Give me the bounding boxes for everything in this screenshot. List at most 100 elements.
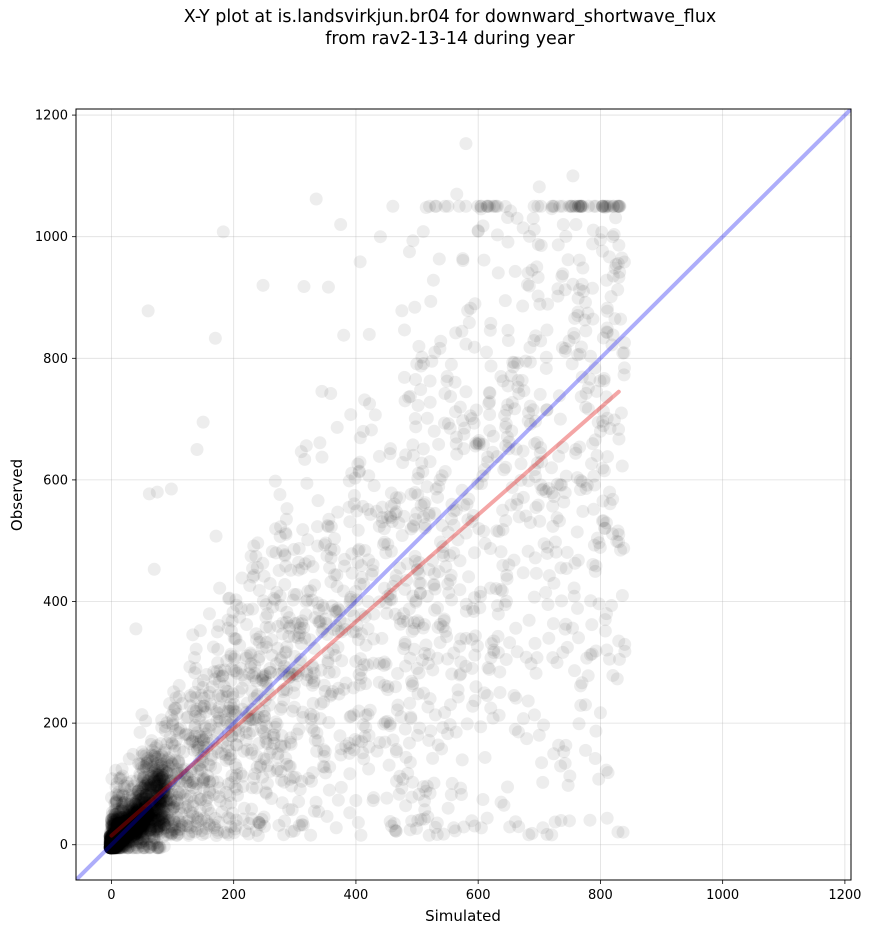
scatter-point (107, 832, 121, 846)
scatter-point (115, 798, 129, 812)
scatter-point (107, 839, 121, 853)
scatter-point (113, 826, 127, 840)
scatter-point (106, 832, 120, 846)
scatter-point (157, 774, 171, 788)
scatter-point (104, 841, 118, 855)
scatter-point (112, 836, 126, 850)
scatter-point (120, 833, 134, 847)
scatter-point (131, 815, 145, 829)
scatter-point (592, 536, 606, 550)
scatter-point (557, 495, 571, 509)
scatter-point (139, 792, 153, 806)
scatter-point (139, 799, 153, 813)
scatter-point (403, 696, 417, 710)
scatter-point (312, 603, 326, 617)
scatter-point (304, 707, 318, 721)
scatter-point (386, 199, 400, 213)
scatter-point (379, 657, 393, 671)
scatter-point (109, 788, 123, 802)
scatter-point (156, 825, 170, 839)
scatter-point (144, 808, 158, 822)
scatter-point (116, 826, 130, 840)
scatter-point (139, 803, 153, 817)
scatter-point (568, 199, 582, 213)
scatter-point (150, 787, 164, 801)
scatter-point (132, 797, 146, 811)
scatter-point (310, 726, 324, 740)
scatter-point (115, 817, 129, 831)
scatter-point (548, 815, 562, 829)
scatter-point (131, 823, 145, 837)
scatter-point (149, 792, 163, 806)
scatter-point (188, 666, 202, 680)
scatter-point (583, 813, 597, 827)
scatter-point (257, 752, 271, 766)
scatter-point (144, 789, 158, 803)
scatter-point (517, 384, 531, 398)
scatter-point (109, 831, 123, 845)
scatter-point (143, 781, 157, 795)
scatter-point (433, 635, 447, 649)
scatter-point (150, 841, 164, 855)
scatter-point (136, 831, 150, 845)
scatter-point (170, 707, 184, 721)
scatter-point (547, 747, 561, 761)
scatter-point (121, 831, 135, 845)
scatter-point (265, 648, 279, 662)
scatter-point (109, 830, 123, 844)
scatter-point (190, 702, 204, 716)
scatter-point (126, 815, 140, 829)
scatter-point (145, 800, 159, 814)
scatter-point (108, 839, 122, 853)
scatter-point (114, 834, 128, 848)
scatter-point (319, 766, 333, 780)
scatter-point (593, 424, 607, 438)
scatter-point (108, 828, 122, 842)
scatter-point (522, 406, 536, 420)
scatter-point (134, 819, 148, 833)
scatter-point (112, 827, 126, 841)
scatter-point (282, 630, 296, 644)
scatter-point (116, 800, 130, 814)
scatter-point (143, 823, 157, 837)
scatter-point (126, 816, 140, 830)
scatter-point (351, 816, 365, 830)
scatter-point (454, 667, 468, 681)
scatter-point (137, 816, 151, 830)
scatter-point (398, 635, 412, 649)
scatter-point (111, 829, 125, 843)
scatter-point (257, 710, 271, 724)
scatter-point (424, 724, 438, 738)
scatter-point (263, 621, 277, 635)
scatter-point (116, 839, 130, 853)
scatter-point (501, 210, 515, 224)
scatter-point (144, 801, 158, 815)
scatter-point (131, 841, 145, 855)
scatter-point (180, 771, 194, 785)
scatter-point (104, 819, 118, 833)
scatter-point (469, 436, 483, 450)
scatter-point (159, 794, 173, 808)
scatter-point (108, 830, 122, 844)
scatter-point (421, 657, 435, 671)
scatter-point (106, 839, 120, 853)
scatter-point (243, 578, 257, 592)
scatter-point (128, 797, 142, 811)
scatter-point (165, 756, 179, 770)
scatter-point (378, 678, 392, 692)
scatter-point (361, 503, 375, 517)
scatter-point (103, 834, 117, 848)
scatter-point (454, 788, 468, 802)
scatter-point (343, 595, 357, 609)
scatter-point (303, 633, 317, 647)
scatter-point (113, 810, 127, 824)
scatter-point (393, 612, 407, 626)
scatter-point (108, 836, 122, 850)
scatter-point (155, 788, 169, 802)
scatter-point (483, 323, 497, 337)
scatter-point (326, 642, 340, 656)
scatter-point (585, 457, 599, 471)
scatter-point (402, 245, 416, 259)
scatter-point (205, 749, 219, 763)
scatter-point (117, 812, 131, 826)
